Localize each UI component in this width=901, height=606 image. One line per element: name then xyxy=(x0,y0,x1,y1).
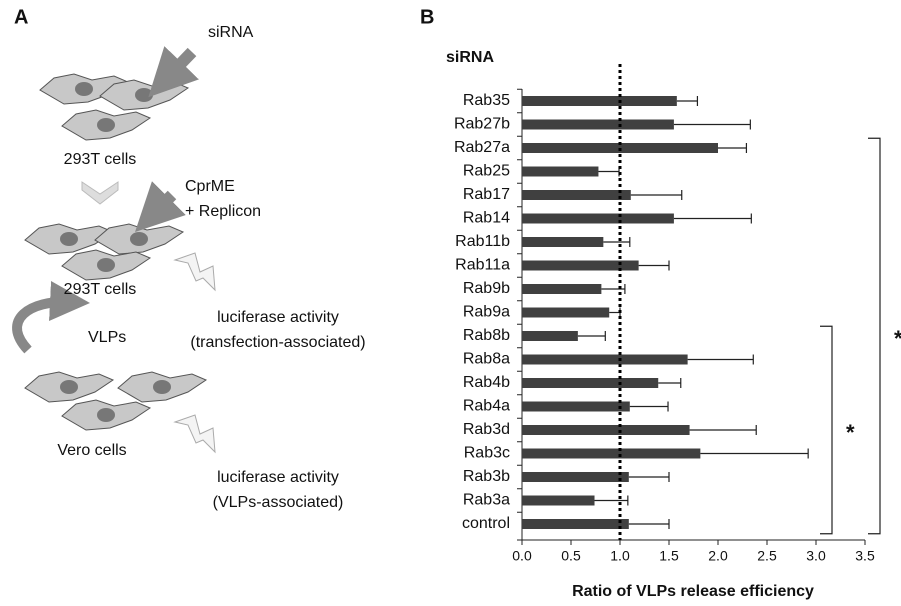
label: 293T cells xyxy=(64,151,137,168)
label: 293T cells xyxy=(64,281,137,298)
error-bar xyxy=(687,354,754,365)
bar xyxy=(522,307,610,318)
x-tick-label: 0.5 xyxy=(561,548,581,564)
x-tick-label: 3.0 xyxy=(806,548,826,564)
category-label: Rab11a xyxy=(455,257,510,274)
bar xyxy=(522,166,599,177)
x-tick-label: 3.5 xyxy=(855,548,875,564)
significance-mark: * xyxy=(846,420,855,445)
bar xyxy=(522,260,639,271)
label: siRNA xyxy=(208,24,254,41)
x-tick-label: 2.0 xyxy=(708,548,728,564)
significance-bracket xyxy=(820,325,833,535)
bar xyxy=(522,519,629,529)
error-bar xyxy=(700,448,809,459)
bar xyxy=(522,472,629,482)
error-bar xyxy=(658,378,682,388)
label: + Replicon xyxy=(185,203,261,220)
error-bar xyxy=(676,96,699,106)
bar xyxy=(522,190,631,200)
panel-label: B xyxy=(420,6,434,28)
bar xyxy=(522,237,604,247)
category-label: Rab8a xyxy=(463,351,510,368)
bar xyxy=(522,213,674,224)
bar xyxy=(522,331,578,341)
bar xyxy=(522,378,659,388)
label: (VLPs-associated) xyxy=(213,494,344,511)
x-tick-label: 1.5 xyxy=(659,548,679,564)
category-label: Rab35 xyxy=(463,92,510,109)
bar xyxy=(522,401,630,412)
bar xyxy=(522,284,602,294)
error-bar xyxy=(629,401,669,412)
error-bar xyxy=(638,260,670,271)
category-label: Rab25 xyxy=(463,163,510,180)
error-bar xyxy=(609,307,621,318)
category-label: Rab9b xyxy=(463,280,510,297)
diagram-shapes xyxy=(12,46,216,454)
x-tick-label: 1.0 xyxy=(610,548,630,564)
bar xyxy=(522,96,677,106)
category-label: control xyxy=(462,515,510,532)
bar xyxy=(522,425,690,435)
category-label: Rab3c xyxy=(464,445,510,462)
label: CprME xyxy=(185,178,235,195)
category-label: Rab4b xyxy=(463,374,510,391)
x-tick-label: 2.5 xyxy=(757,548,777,564)
category-title: siRNA xyxy=(446,49,494,66)
category-label: Rab3a xyxy=(463,492,510,509)
category-label: Rab27a xyxy=(454,139,510,156)
bar xyxy=(522,495,595,506)
category-label: Rab3d xyxy=(463,421,510,438)
significance-bracket xyxy=(868,137,881,535)
x-axis-title: Ratio of VLPs release efficiency xyxy=(572,583,814,600)
label: (transfection-associated) xyxy=(190,334,365,351)
category-label: Rab11b xyxy=(455,233,510,250)
x-tick-label: 0.0 xyxy=(512,548,532,564)
bar xyxy=(522,119,674,130)
bar xyxy=(522,354,688,365)
error-bar xyxy=(628,519,670,529)
category-label: Rab27b xyxy=(454,116,510,133)
category-label: Rab4a xyxy=(463,398,510,415)
bar xyxy=(522,448,701,459)
error-bar xyxy=(718,143,748,153)
category-label: Rab3b xyxy=(463,468,510,485)
error-bar xyxy=(630,190,683,200)
label: luciferase activity xyxy=(217,309,339,326)
error-bar xyxy=(594,495,629,506)
error-bar xyxy=(628,472,670,482)
category-label: Rab14 xyxy=(463,210,510,227)
error-bar xyxy=(673,119,751,130)
error-bar xyxy=(673,213,752,224)
error-bar xyxy=(598,166,620,177)
category-label: Rab8b xyxy=(463,327,510,344)
error-bar xyxy=(689,425,757,435)
significance-mark: * xyxy=(894,326,901,351)
category-label: Rab9a xyxy=(463,304,510,321)
label: VLPs xyxy=(88,329,126,346)
error-bar xyxy=(577,331,606,341)
error-bar xyxy=(603,237,631,247)
category-label: Rab17 xyxy=(463,186,510,203)
label: Vero cells xyxy=(57,442,126,459)
panel-label: A xyxy=(14,6,28,28)
label: luciferase activity xyxy=(217,469,339,486)
